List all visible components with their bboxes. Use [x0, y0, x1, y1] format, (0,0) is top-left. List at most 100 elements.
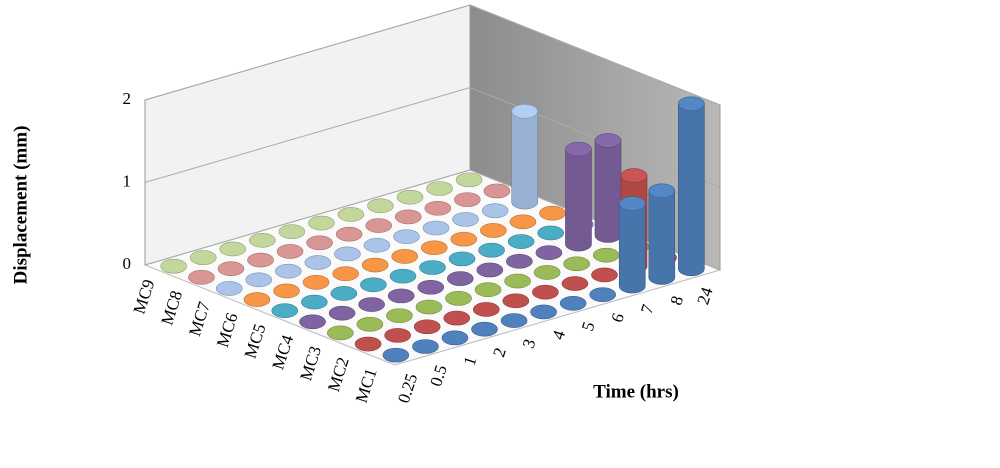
cylinder [302, 274, 330, 290]
cylinder-top [393, 229, 420, 244]
cylinder [335, 226, 363, 242]
cylinder [384, 328, 411, 343]
cylinder [215, 281, 243, 296]
cylinder [589, 287, 617, 302]
cylinder [563, 256, 590, 272]
cylinder-top [363, 237, 391, 253]
cylinder-top [620, 168, 648, 183]
cylinder-top [243, 292, 271, 307]
cylinder-top [394, 209, 422, 225]
cylinder [426, 181, 453, 196]
cylinder [365, 218, 393, 233]
cylinder-body [618, 203, 646, 294]
cylinder [500, 313, 528, 328]
cylinder-top [420, 240, 448, 256]
cylinder [219, 241, 247, 257]
cylinder [330, 286, 358, 301]
cylinder [278, 224, 306, 239]
cylinder [506, 254, 533, 269]
cylinder-top [386, 308, 413, 323]
x-tick-label: 24 [693, 284, 716, 307]
cylinder-top [273, 283, 300, 299]
cylinder-top [360, 277, 387, 293]
cylinder [276, 244, 304, 259]
cylinder [360, 277, 387, 293]
cylinder-top [217, 261, 245, 277]
cylinder [299, 314, 326, 330]
cylinder [532, 284, 559, 300]
cylinder-top [302, 274, 330, 290]
cylinder [382, 347, 410, 363]
cylinder-top [337, 207, 365, 222]
cylinder-top [275, 263, 302, 279]
cylinder [450, 231, 478, 247]
cylinder-top [391, 249, 419, 264]
cylinder-top [413, 319, 441, 335]
cylinder [424, 200, 452, 216]
cylinder-top [454, 192, 481, 207]
cylinder-top [332, 266, 359, 281]
cylinder [248, 233, 276, 248]
cylinder [160, 258, 187, 274]
cylinder-top [561, 276, 589, 291]
y-tick-label: 0 [123, 254, 132, 273]
cylinder [243, 292, 271, 307]
cylinder-top [396, 189, 424, 205]
cylinder [472, 302, 500, 317]
cylinder-top [500, 313, 528, 328]
cylinder-body [648, 190, 676, 285]
cylinder [304, 255, 332, 270]
cylinder-top [537, 225, 564, 241]
cylinder [247, 252, 274, 268]
cylinder-top [535, 245, 563, 261]
cylinder [308, 215, 335, 231]
y-tick-label: 2 [123, 89, 132, 108]
series-label: MC7 [185, 299, 214, 339]
cylinder [391, 249, 419, 264]
series-label: MC2 [324, 355, 353, 394]
cylinder-top [591, 267, 618, 283]
cylinder [445, 291, 472, 306]
cylinder [334, 246, 361, 262]
cylinder-top [219, 241, 247, 257]
cylinder-top [648, 183, 676, 199]
cylinder [396, 189, 424, 205]
cylinder [474, 282, 502, 298]
cylinder-body [678, 103, 705, 277]
x-tick-label: 0.5 [426, 363, 451, 389]
cylinder-top [308, 215, 335, 231]
cylinder [327, 325, 354, 341]
cylinder [367, 198, 394, 214]
cylinder-body [565, 148, 592, 252]
cylinder-top [327, 325, 354, 341]
grid-line [144, 4, 721, 106]
cylinder [393, 229, 420, 244]
y-axis-title: Displacement (mm) [10, 126, 31, 285]
cylinder [389, 268, 417, 284]
cylinder-top [504, 273, 531, 289]
cylinder-top [478, 242, 505, 258]
cylinder [415, 299, 443, 315]
cylinder [386, 308, 413, 323]
cylinder-top [448, 251, 476, 267]
cylinder [306, 235, 333, 251]
cylinder-top [389, 268, 417, 284]
cylinder-top [443, 310, 471, 326]
x-tick-label: 4 [548, 328, 569, 342]
cylinder [537, 225, 564, 241]
cylinder [301, 294, 328, 310]
cylinder [332, 266, 359, 281]
cylinder-top [441, 330, 469, 346]
cylinder [561, 276, 589, 291]
cylinder-top [480, 223, 507, 238]
cylinder [422, 220, 450, 236]
series-label: MC4 [268, 332, 297, 372]
cylinder [188, 270, 215, 285]
cylinder-top [476, 262, 504, 278]
cylinder-top [358, 297, 385, 312]
x-tick-label: 3 [519, 337, 540, 351]
cylinder-top [387, 288, 415, 304]
cylinder [245, 272, 273, 288]
cylinder [337, 207, 365, 222]
